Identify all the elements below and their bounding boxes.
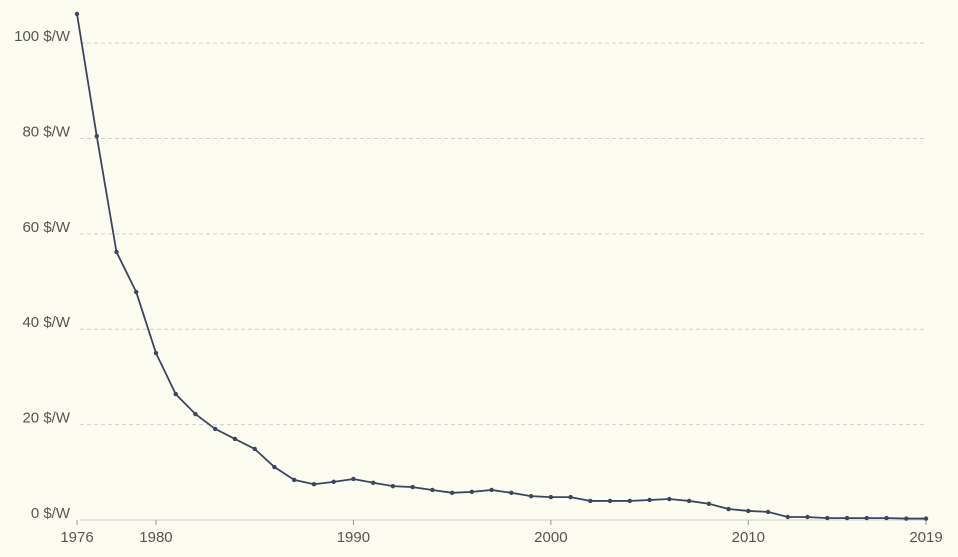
y-tick-label: 100 $/W	[14, 28, 71, 45]
point	[765, 509, 771, 515]
line	[76, 13, 926, 520]
point	[844, 515, 850, 521]
y-tick-label: 0 $/W	[31, 505, 71, 522]
point	[686, 498, 692, 504]
point	[351, 476, 356, 482]
point	[647, 497, 652, 503]
point	[489, 487, 494, 493]
x-tick-label: 1976	[60, 529, 93, 546]
point	[785, 514, 790, 520]
point	[588, 498, 593, 504]
point	[114, 249, 119, 255]
point	[469, 489, 475, 495]
point	[864, 515, 869, 521]
point	[232, 436, 238, 442]
point	[410, 484, 415, 490]
point	[509, 490, 514, 496]
x-tick-label: 2010	[732, 529, 765, 546]
point	[746, 508, 751, 514]
point	[449, 490, 455, 496]
point	[904, 516, 909, 521]
point	[627, 498, 633, 504]
point	[923, 516, 929, 521]
point	[193, 411, 198, 417]
point	[74, 11, 80, 17]
x-tick-label: 2019	[909, 529, 942, 546]
x-tick-label: 1990	[337, 529, 370, 546]
point	[311, 482, 317, 487]
point	[548, 494, 554, 500]
point	[825, 515, 830, 521]
point	[390, 483, 396, 489]
point	[331, 479, 336, 485]
point	[252, 446, 257, 452]
point	[134, 289, 139, 295]
point	[568, 494, 573, 500]
point	[706, 501, 712, 506]
point	[370, 480, 376, 486]
y-tick-label: 40 $/W	[22, 314, 70, 331]
y-tick-label: 20 $/W	[22, 410, 70, 427]
y-tick-label: 60 $/W	[22, 219, 70, 236]
point	[430, 487, 435, 493]
point	[272, 464, 277, 470]
point	[667, 496, 672, 502]
point	[94, 133, 99, 139]
point	[173, 391, 178, 397]
y-tick-label: 80 $/W	[22, 123, 70, 140]
point	[607, 498, 613, 504]
x-tick-label: 1980	[139, 529, 172, 546]
point	[291, 477, 297, 483]
point	[805, 514, 810, 520]
point	[213, 426, 218, 432]
x-tick-label: 2000	[534, 529, 567, 546]
point	[528, 493, 534, 499]
point	[153, 350, 159, 356]
point	[726, 506, 731, 512]
point	[884, 515, 889, 521]
